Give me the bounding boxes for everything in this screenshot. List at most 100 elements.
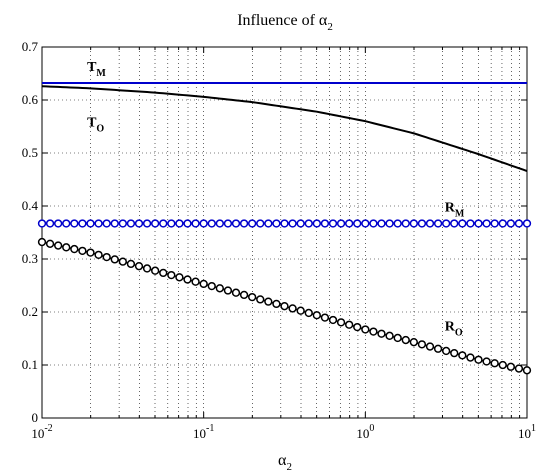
series [37,82,532,375]
series-point-r-m [191,219,200,228]
series-point-r-m [304,219,313,228]
x-axis-label-subscript: 2 [286,461,292,473]
series-point-r-m [498,219,507,228]
axis-ticks: 0 0.1 0.2 0.3 0.4 0.5 0.6 0.7 10-2 10-1 100 101 [22,39,536,441]
series-point-r-m [345,219,354,228]
x-tick-label: 10-2 [31,423,52,441]
series-point-r-o [167,270,176,280]
series-point-r-o [86,248,95,257]
series-point-r-m [474,219,483,228]
series-point-r-m [86,219,95,228]
series-point-r-m [231,219,241,228]
series-point-r-o [264,297,273,306]
series-point-r-o [320,313,330,322]
x-tick-label: 100 [356,423,374,441]
series-point-r-o [522,366,532,375]
series-point-r-m [215,219,224,228]
series-point-r-m [336,219,346,228]
y-tick-label: 0.1 [22,357,38,372]
series-point-r-o [401,335,410,345]
series-point-r-m [385,219,394,228]
series-point-r-o [280,302,289,311]
series-point-r-o [377,329,386,338]
series-point-r-m [296,219,305,228]
series-point-r-o [62,243,71,252]
y-tick-label: 0 [32,410,39,425]
series-point-r-o [102,252,111,262]
chart-title-subscript: 2 [327,21,333,33]
grid [42,47,527,418]
series-point-r-o [207,281,216,291]
y-tick-label: 0.2 [22,304,38,319]
series-point-r-m [272,219,281,228]
series-point-r-o [118,257,127,266]
chart-title-text: Influence of α [237,12,328,29]
series-point-r-o [45,239,55,248]
series-point-r-o [361,325,370,334]
series-point-r-m [248,219,257,228]
series-point-r-o [159,268,168,278]
series-point-r-o [442,346,451,356]
curve-label-t-m: TM [87,60,106,79]
series-point-r-m [78,219,87,228]
series-point-r-m [361,219,370,228]
series-point-r-m [312,219,321,228]
series-point-r-o [134,262,144,271]
series-point-r-o [175,273,184,282]
series-line-t-o [41,85,528,172]
series-point-r-m [151,219,160,228]
series-point-r-m [328,219,338,228]
series-point-r-o [506,362,515,371]
series-point-r-m [425,219,435,228]
series-point-r-m [522,219,532,228]
series-point-r-m [320,219,330,228]
series-point-r-o [490,359,499,368]
series-point-r-o [353,322,362,332]
series-point-r-o [450,349,459,358]
series-point-r-o [223,286,233,295]
y-tick-label: 0.6 [22,92,39,107]
series-point-r-o [312,311,321,320]
series-point-r-m [256,219,265,228]
series-point-r-m [369,219,378,228]
series-point-r-o [151,266,160,275]
curve-label-r-o: RO [445,320,463,339]
series-point-r-o [183,275,192,284]
series-point-r-m [102,219,111,228]
series-point-r-m [458,219,467,228]
series-point-r-m [54,219,63,228]
series-point-r-m [45,219,55,228]
curve-label-t-o: TO [87,116,104,135]
series-point-r-o [110,255,119,264]
series-point-r-o [458,351,467,360]
series-point-r-o [37,237,47,247]
series-point-r-o [54,241,63,250]
series-point-r-o [215,284,224,293]
series-point-r-m [450,219,459,228]
series-point-r-o [78,246,87,255]
series-point-r-m [175,219,184,228]
series-point-r-o [191,277,200,286]
series-point-r-m [401,219,410,228]
series-point-r-m [409,219,418,228]
plot-frame [41,46,528,419]
series-point-r-o [304,308,313,318]
series-point-r-o [199,279,208,289]
x-axis-label-text: α [278,452,287,469]
series-point-r-o [345,320,354,329]
series-point-r-m [353,219,362,228]
chart-title: Influence of α2 [237,12,333,33]
series-point-r-m [199,219,208,228]
series-point-r-m [264,219,273,228]
series-point-r-m [280,219,289,228]
series-point-r-o [328,315,338,325]
series-point-r-o [256,295,265,304]
series-point-r-m [134,219,144,228]
series-point-r-m [239,219,249,228]
series-point-r-m [183,219,192,228]
series-point-r-o [466,353,475,362]
series-point-r-o [433,344,443,353]
series-point-r-o [296,306,305,315]
series-point-r-m [288,219,297,228]
